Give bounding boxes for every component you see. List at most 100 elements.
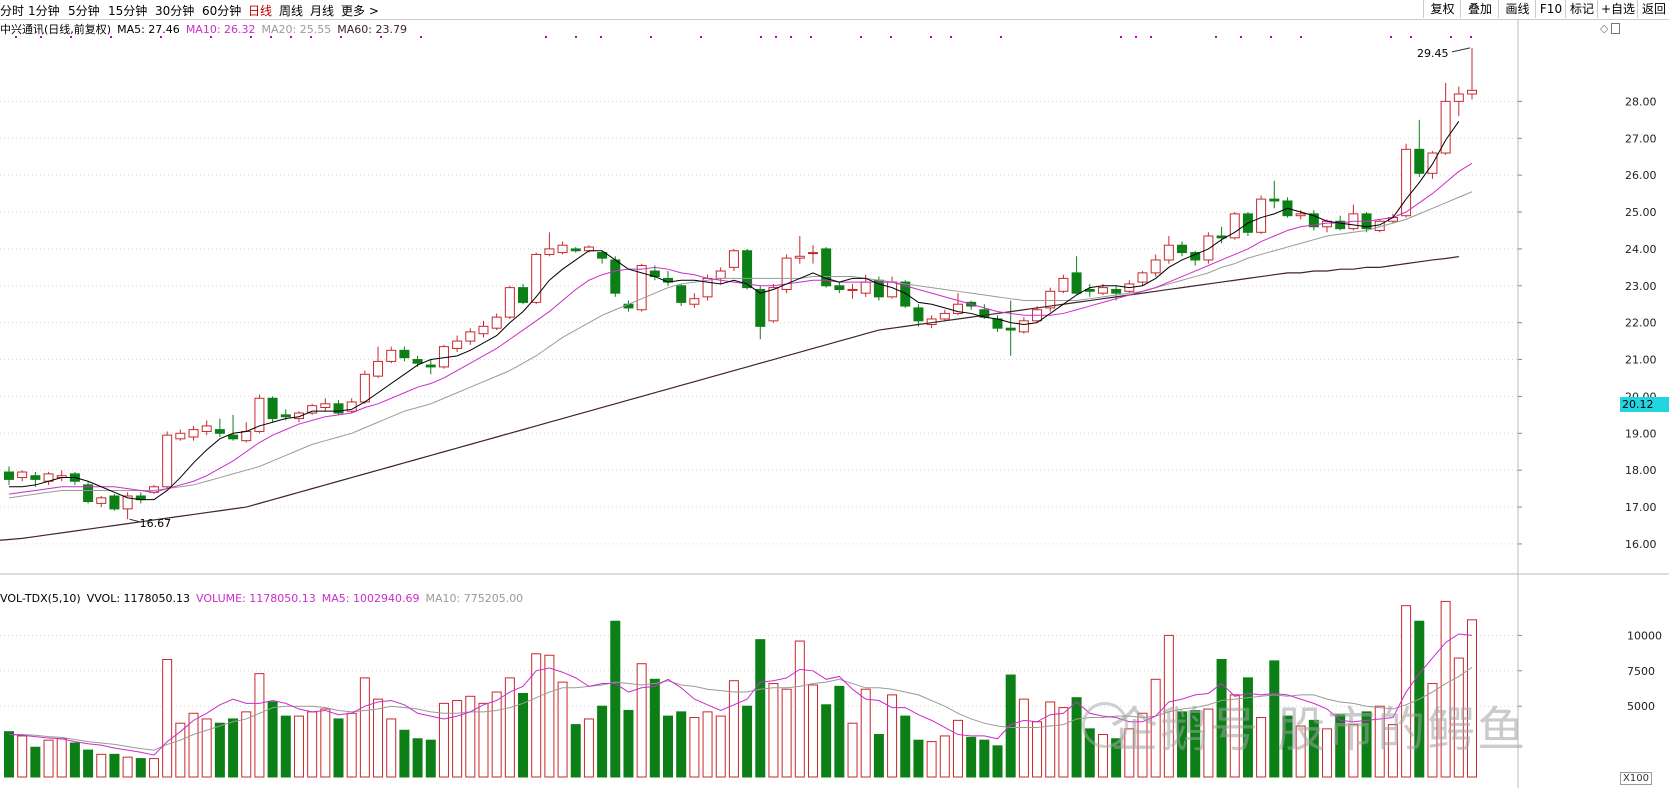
event-marker [110, 36, 112, 38]
volume-bar [1124, 728, 1135, 778]
volume-bar [992, 745, 1003, 778]
price-tick-label: 26.00 [1625, 169, 1657, 182]
event-marker [1470, 36, 1472, 38]
period-tab-more[interactable]: 更多 > [341, 4, 379, 18]
volume-bar [1032, 721, 1043, 778]
candle-body [214, 429, 225, 434]
f10-button[interactable]: F10 [1535, 0, 1566, 18]
event-marker [930, 36, 932, 38]
high-annotation-arrow [1451, 47, 1471, 53]
candle-body [597, 252, 608, 259]
event-marker [1240, 36, 1242, 38]
low-annotation: 16.67 [140, 517, 172, 530]
event-marker [810, 36, 812, 38]
volume-bar [399, 729, 410, 778]
stock-title: 中兴通讯(日线,前复权) [0, 23, 112, 36]
volume-bar [807, 684, 818, 778]
panel-toggle-icon[interactable] [1611, 23, 1620, 34]
candle-body [913, 307, 924, 322]
volume-bar [267, 701, 278, 778]
watermark-text: 企鹅号 股市的鳄鱼 [1110, 702, 1528, 758]
volume-bar [254, 673, 265, 778]
candle-body [742, 250, 753, 289]
vol-ma10-legend: MA10: 775205.00 [425, 592, 524, 605]
volume-bar [1045, 701, 1056, 778]
volume-bar [610, 620, 621, 778]
candle-body [386, 349, 397, 362]
volume-bar [438, 702, 449, 778]
candle-body [1163, 244, 1174, 261]
event-marker [1000, 36, 1002, 38]
period-tab-weekly[interactable]: 周线 [279, 4, 304, 18]
candle-body [254, 397, 265, 432]
candle-body [1467, 89, 1477, 95]
price-volume-chart[interactable]: 16.0017.0018.0019.0020.0021.0022.0023.00… [0, 19, 1669, 788]
volume-bar [386, 718, 397, 778]
candle-body [1203, 235, 1214, 261]
period-tab-daily[interactable]: 日线 [248, 4, 273, 18]
period-tab-monthly[interactable]: 月线 [310, 4, 335, 18]
volume-bar [715, 715, 726, 778]
candle-body [1137, 272, 1148, 283]
overlay-button[interactable]: 叠加 [1460, 0, 1499, 18]
volume-bar [320, 708, 331, 778]
period-tab-timeshare[interactable]: 分时 [0, 4, 25, 18]
candle-body [1401, 148, 1412, 217]
candle-body [109, 495, 120, 510]
volume-bar [781, 688, 792, 778]
volume-bar [491, 691, 502, 778]
candle-body [30, 475, 41, 480]
mark-button[interactable]: 标记 [1565, 0, 1598, 18]
volume-bar [135, 758, 146, 778]
volume-bar [1387, 724, 1398, 778]
event-marker [575, 36, 577, 38]
candle-body [1097, 287, 1108, 294]
candle-body [399, 349, 410, 359]
price-tick-label: 19.00 [1625, 427, 1657, 440]
add-watchlist-button[interactable]: +自选 [1597, 0, 1638, 18]
draw-line-button[interactable]: 画线 [1498, 0, 1536, 18]
volume-bar [794, 640, 805, 778]
candle-body [478, 325, 489, 335]
volume-bar [966, 736, 977, 778]
period-tab-5min[interactable]: 5分钟 [68, 4, 100, 18]
volume-bar [583, 718, 594, 778]
volume-bar [175, 722, 186, 778]
period-tab-60min[interactable]: 60分钟 [202, 4, 242, 18]
candle-body [610, 259, 621, 294]
ma20-line [8, 191, 1473, 499]
back-button[interactable]: 返回 [1637, 0, 1669, 18]
volume-bar [1335, 714, 1346, 778]
diamond-icon[interactable]: ◇ [1600, 22, 1609, 35]
candle-body [373, 360, 384, 377]
volume-bar [373, 698, 384, 778]
candle-body [504, 287, 515, 318]
event-marker [950, 36, 952, 38]
volume-bar [293, 715, 304, 778]
adjust-button[interactable]: 复权 [1423, 0, 1461, 18]
volume-bar [1242, 677, 1253, 778]
period-tab-1min[interactable]: 1分钟 [28, 4, 60, 18]
period-tab-15min[interactable]: 15分钟 [108, 4, 148, 18]
candle-body [768, 287, 779, 322]
candle-body [293, 412, 304, 420]
candle-body [518, 287, 529, 303]
volume-bar [728, 680, 739, 778]
volume-bar [636, 663, 647, 778]
volume-bar [30, 746, 41, 778]
volume-legend-value: VOLUME: 1178050.13 [196, 592, 316, 605]
volume-bar [689, 717, 700, 778]
event-marker [340, 36, 342, 38]
candle-body [465, 331, 476, 342]
vol-indicator-title: VOL-TDX(5,10) [0, 592, 81, 605]
event-marker [40, 36, 42, 38]
volume-tick-label: 10000 [1627, 629, 1662, 642]
volume-bar [1467, 619, 1477, 778]
candle-body [834, 285, 845, 290]
volume-bar [1295, 725, 1306, 778]
event-marker [890, 36, 892, 38]
period-tab-30min[interactable]: 30分钟 [155, 4, 195, 18]
volume-bar [544, 654, 555, 778]
event-marker [250, 36, 252, 38]
event-marker [380, 36, 382, 38]
